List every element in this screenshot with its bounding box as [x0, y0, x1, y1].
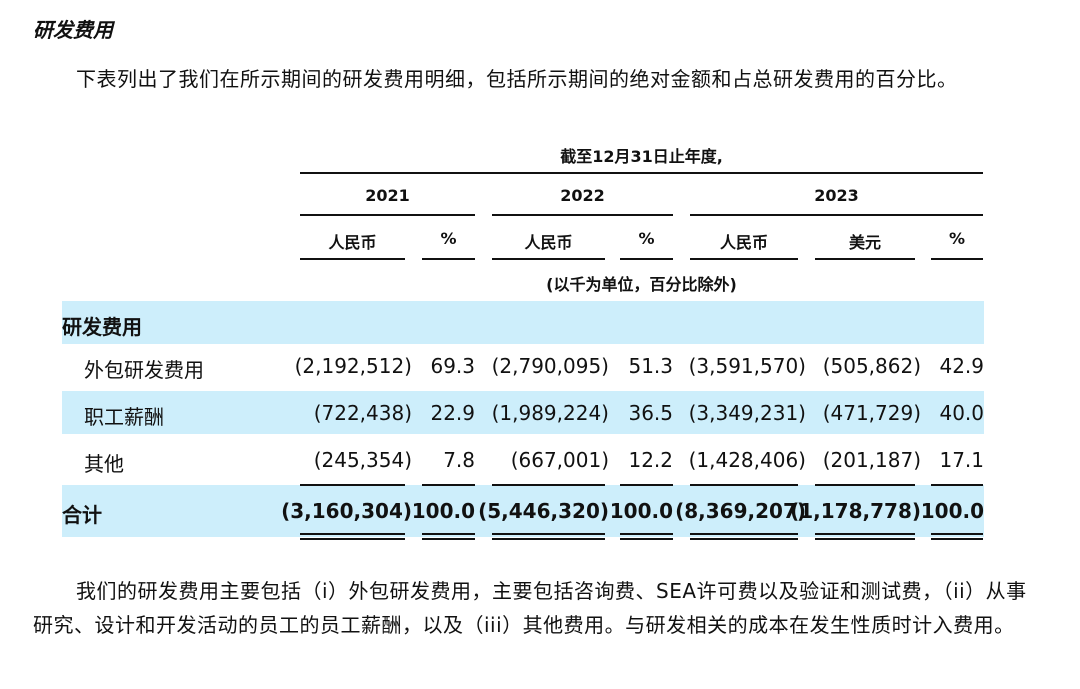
total-rule	[620, 484, 673, 486]
double-rule	[422, 533, 475, 540]
note-paragraph: 我们的研发费用主要包括（i）外包研发费用，主要包括咨询费、SEA许可费以及验证和…	[33, 579, 1027, 637]
cell: (667,001)	[510, 448, 609, 472]
double-rule	[931, 533, 983, 540]
cell: (1,178,778)	[790, 499, 921, 523]
subheader-rmb-2021: 人民币	[328, 233, 377, 252]
unit-note: (以千为单位，百分比除外)	[546, 275, 737, 294]
cell: 42.9	[939, 354, 984, 378]
period-header: 截至12月31日止年度,	[560, 147, 723, 166]
cell: (5,446,320)	[478, 499, 609, 523]
year-rule-2022	[492, 214, 673, 216]
cell: (3,160,304)	[281, 499, 412, 523]
total-rule	[815, 484, 915, 486]
cell: 40.0	[939, 401, 984, 425]
cell: (245,354)	[313, 448, 412, 472]
double-rule	[620, 533, 673, 540]
sub-rule	[492, 258, 605, 260]
cell: (3,349,231)	[688, 401, 806, 425]
year-rule-2021	[300, 214, 475, 216]
sub-rule	[300, 258, 405, 260]
cell: (2,790,095)	[491, 354, 609, 378]
subheader-rmb-2022: 人民币	[524, 233, 573, 252]
cell: (471,729)	[822, 401, 921, 425]
total-band	[62, 485, 984, 537]
double-rule	[300, 533, 405, 540]
subheader-rmb-2023: 人民币	[719, 233, 768, 252]
cell: 51.3	[628, 354, 673, 378]
sub-rule	[620, 258, 673, 260]
cell: (722,438)	[313, 401, 412, 425]
total-rule	[492, 484, 605, 486]
section-title: 研发费用	[33, 18, 113, 42]
cell: (505,862)	[822, 354, 921, 378]
cell: (1,428,406)	[688, 448, 806, 472]
cell: 69.3	[430, 354, 475, 378]
year-2022: 2022	[560, 186, 605, 205]
cell: 7.8	[443, 448, 475, 472]
total-rule	[422, 484, 475, 486]
year-2021: 2021	[365, 186, 410, 205]
cell: 100.0	[411, 499, 475, 523]
cell: 36.5	[628, 401, 673, 425]
year-2023: 2023	[814, 186, 859, 205]
group-label: 研发费用	[62, 315, 142, 339]
sub-rule	[931, 258, 983, 260]
row-label: 职工薪酬	[84, 405, 164, 429]
total-rule	[931, 484, 983, 486]
cell: (8,369,207)	[675, 499, 806, 523]
group-band	[62, 301, 984, 344]
sub-rule	[815, 258, 915, 260]
cell: (2,192,512)	[294, 354, 412, 378]
subheader-pct-2023: %	[948, 229, 966, 248]
total-label: 合计	[62, 503, 102, 527]
intro-paragraph: 下表列出了我们在所示期间的研发费用明细，包括所示期间的绝对金额和占总研发费用的百…	[76, 67, 958, 91]
cell: (201,187)	[822, 448, 921, 472]
cell: 17.1	[939, 448, 984, 472]
sub-rule	[422, 258, 475, 260]
cell: 100.0	[609, 499, 673, 523]
row-label: 外包研发费用	[84, 358, 204, 382]
double-rule	[815, 533, 915, 540]
cell: 22.9	[430, 401, 475, 425]
cell: 12.2	[628, 448, 673, 472]
double-rule	[690, 533, 798, 540]
row-label: 其他	[84, 452, 124, 476]
cell: 100.0	[920, 499, 984, 523]
double-rule	[492, 533, 605, 540]
sub-rule	[690, 258, 798, 260]
total-rule	[300, 484, 405, 486]
cell: (1,989,224)	[491, 401, 609, 425]
subheader-usd-2023: 美元	[848, 233, 881, 252]
year-rule-2023	[690, 214, 983, 216]
subheader-pct-2022: %	[638, 229, 655, 248]
header-rule	[300, 172, 983, 174]
subheader-pct-2021: %	[440, 229, 457, 248]
cell: (3,591,570)	[688, 354, 806, 378]
total-rule	[690, 484, 798, 486]
row-band	[62, 391, 984, 434]
